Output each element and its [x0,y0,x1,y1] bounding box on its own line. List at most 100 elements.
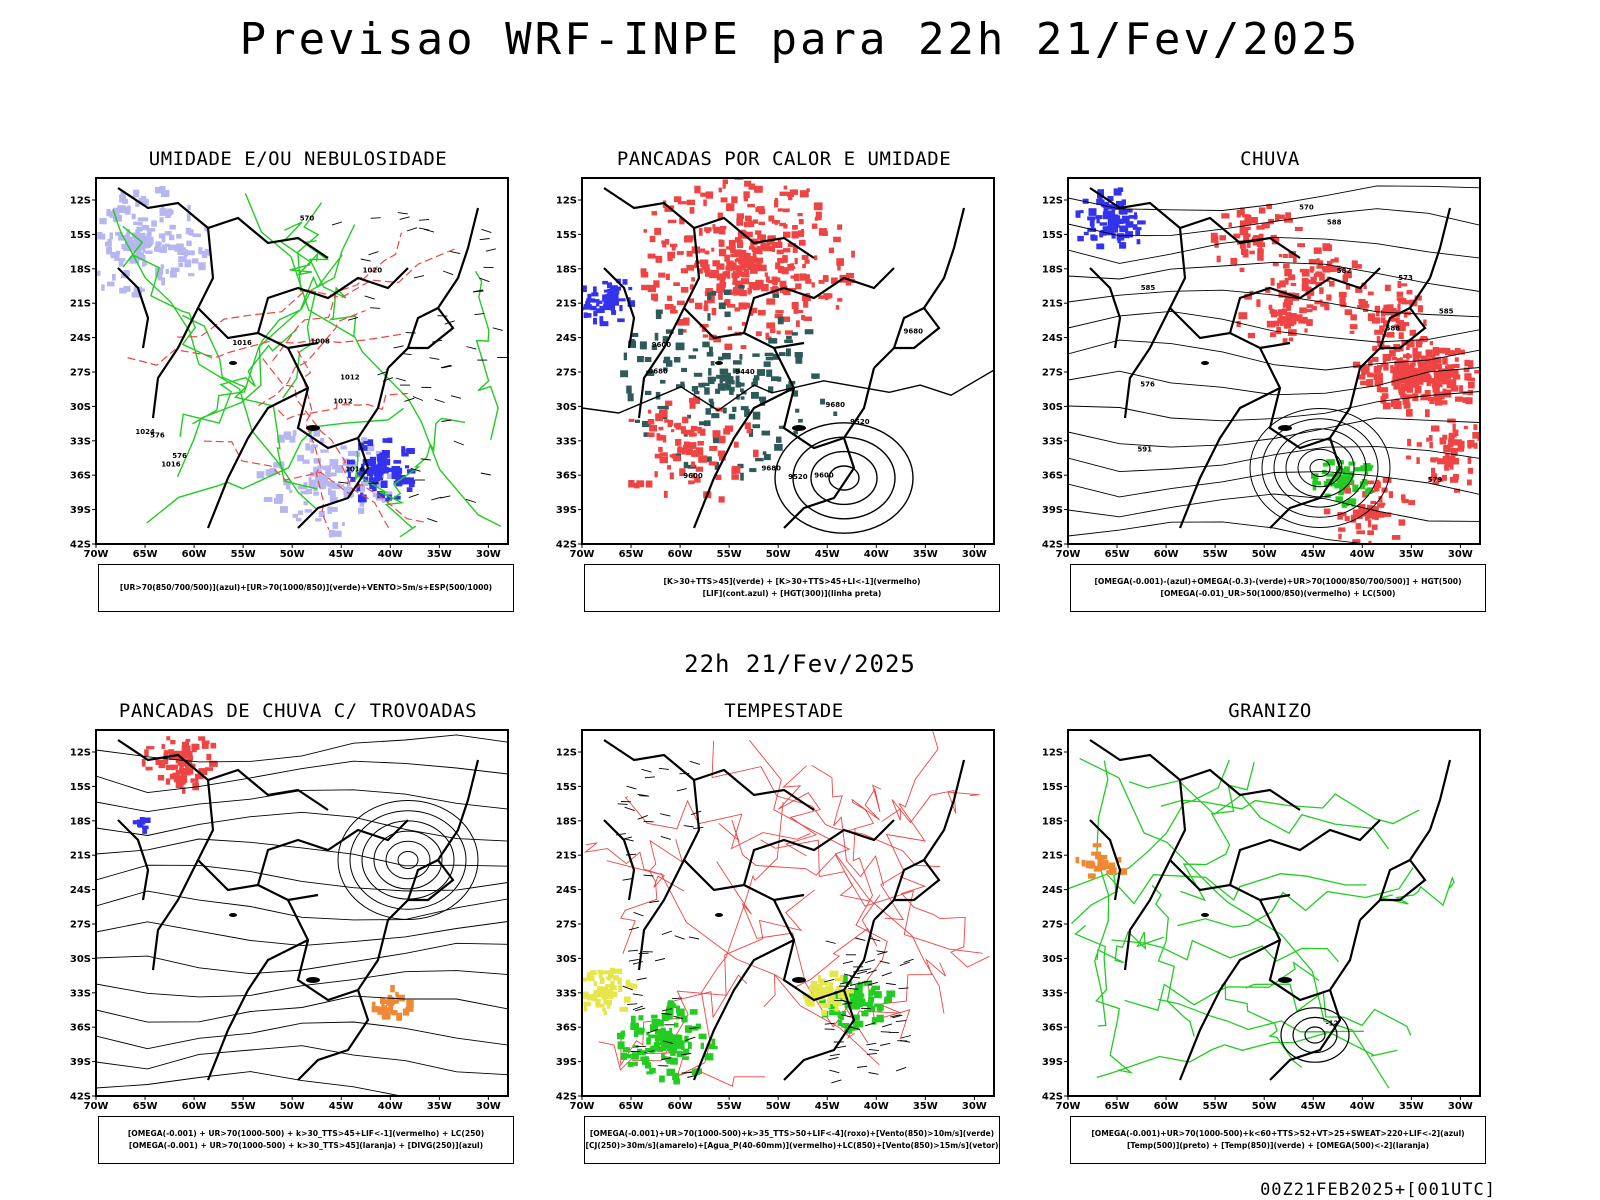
heat-shower-area [724,254,730,262]
heat-shower-area [741,272,750,278]
rain-area [1276,326,1282,335]
rain-area [1246,242,1251,248]
humidity-contour [112,208,318,511]
rain-area [1283,322,1292,329]
wind-area [655,1036,660,1043]
heat-shower-area [738,171,747,178]
lat-tick-label: 39S [70,1057,91,1068]
lon-tick-label: 65W [133,549,158,560]
heat-shower-area [675,439,682,446]
streamline [96,942,508,975]
heat-shower-area [728,239,736,245]
heat-shower-area [683,441,690,447]
wind-area [886,990,896,997]
storm-area [158,763,166,769]
jet-area [602,970,611,975]
humidity-area [328,529,335,538]
heat-shower-area [717,212,723,220]
orange-area [387,994,393,1001]
lat-tick-label: 15S [556,230,577,241]
storm-area [205,767,214,771]
wind-vector [473,290,484,293]
orange-area [396,1012,403,1021]
rain-area [1338,527,1346,532]
rain-area [1397,304,1401,310]
heat-shower-area [690,425,698,432]
lake-mark [306,977,320,983]
wind-area [674,1022,679,1028]
omega-area [1135,230,1141,236]
omega-area [1326,473,1335,477]
humidity-area [118,258,126,262]
humidity-area [106,246,112,255]
humidity-area [369,470,373,478]
heat-shower-area [715,474,722,480]
heat-shower-area [659,452,668,457]
jet-area [823,982,829,986]
rain-area [1392,370,1398,379]
humidity-area [688,355,697,359]
rain-area [1236,320,1241,328]
heat-shower-area [703,267,710,273]
border-line [773,347,876,450]
rain-area [1412,356,1417,363]
storm-area [194,778,199,784]
lake-mark [1278,425,1292,431]
heat-shower-area [713,337,722,343]
humidity-area [794,352,803,358]
wind-vector [903,958,914,963]
lon-tick-label: 35W [913,1101,938,1112]
lat-tick-label: 18S [70,264,91,275]
rain-area [1441,400,1448,405]
humidity-area [330,472,337,477]
storm-area [180,778,184,785]
border-line [603,187,815,259]
contour-label: 1016 [345,466,365,474]
rain-area [1468,381,1475,389]
wind-area [630,1061,638,1066]
humidity-area [287,486,291,490]
rain-area [1438,347,1446,354]
humidity-area [117,205,126,213]
rain-area [1270,309,1278,318]
storm-area [210,742,217,749]
wind-vector [849,1026,861,1031]
heat-shower-area [751,171,759,176]
heat-shower-area [677,201,687,205]
humidity-area [724,289,731,295]
lon-tick-label: 50W [280,1101,305,1112]
heat-shower-area [719,279,725,283]
rain-area [1487,366,1493,370]
streamline [96,995,508,1023]
storm-area [192,748,197,753]
streamline [96,734,508,763]
heat-shower-area [827,293,833,298]
rain-area [1304,308,1313,313]
rain-area [1249,217,1258,224]
humidity-area [740,396,745,400]
lat-tick-label: 24S [1042,333,1063,344]
humidity-area [313,428,321,437]
wind-vector [377,370,388,376]
contour-label: 585 [1141,284,1156,292]
heat-shower-area [732,281,737,285]
humidity-area [705,408,711,415]
lon-tick-label: 60W [1154,1101,1179,1112]
wind-area [664,1034,670,1039]
heat-shower-area [753,449,759,458]
orange-area [406,999,414,1008]
omega-area [1348,461,1356,466]
humidity-area [752,424,761,429]
panel-umidade: UMIDADE E/OU NEBULOSIDADE 1012 1016 1016 10… [58,148,528,638]
heat-shower-area [716,263,725,270]
rain-area [1216,255,1221,263]
humidity-area [201,250,208,258]
rain-area [1365,513,1369,521]
lat-tick-label: 42S [70,540,91,551]
contour-label: 9520 [788,473,808,481]
heat-shower-area [719,229,726,235]
humidity-area [320,449,329,453]
humidity-area [109,232,113,240]
humidity-area [745,409,750,416]
humidity-area [332,522,339,529]
